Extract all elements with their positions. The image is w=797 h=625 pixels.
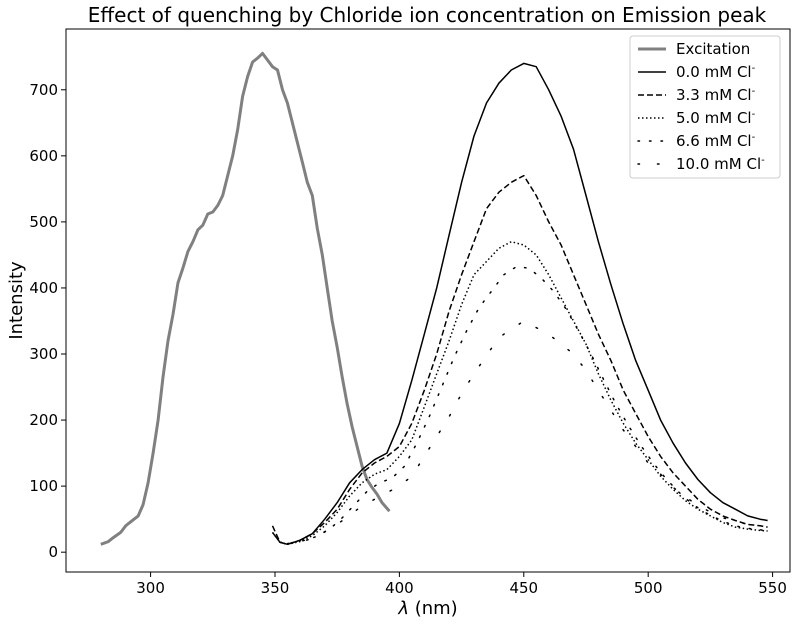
y-tick-label: 700 [29,81,58,99]
y-tick-label: 500 [29,213,58,231]
legend-label-4: 6.6 mM Cl- [676,132,756,150]
x-tick-label: 400 [385,579,414,597]
y-tick-label: 300 [29,345,58,363]
series-line-0 [100,51,391,546]
x-tick-label: 300 [136,579,165,597]
x-axis-label-symbol: λ [397,598,409,619]
legend-label-2: 3.3 mM Cl- [676,86,756,104]
series-line-3 [271,240,768,546]
y-axis-label: Intensity [6,261,27,340]
x-tick-label: 550 [758,579,787,597]
series-layer [100,51,768,546]
legend-label-1: 0.0 mM Cl- [676,63,756,81]
legend-label-3: 5.0 mM Cl- [676,109,756,127]
x-axis-label: λ (nm) [397,598,457,619]
legend-label-0: Excitation [676,40,750,58]
x-tick-label: 450 [509,579,538,597]
x-axis-label-unit: (nm) [409,598,458,619]
y-tick-label: 100 [29,477,58,495]
legend-label-5: 10.0 mM Cl- [676,155,765,173]
series-line-1 [271,62,768,546]
axes-layer: 300 350 400 450 500 550 0 100 200 300 400 500 600 700 [29,81,787,597]
x-tick-label: 500 [634,579,663,597]
chart-title: Effect of quenching by Chloride ion conc… [88,3,767,27]
legend-box [629,35,781,179]
y-tick-label: 200 [29,411,58,429]
y-tick-label: 0 [48,543,58,561]
x-tick-label: 350 [261,579,290,597]
series-line-5 [286,320,761,545]
plot-frame [65,28,791,573]
y-tick-label: 600 [29,147,58,165]
legend: Excitation 0.0 mM Cl- 3.3 mM Cl- 5.0 mM Cl-… [629,35,781,179]
y-tick-label: 400 [29,279,58,297]
